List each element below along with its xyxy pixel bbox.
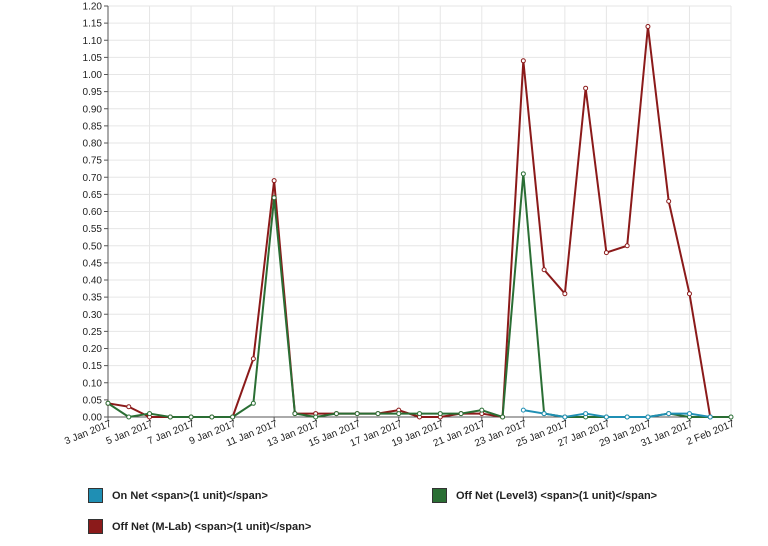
data-point-off-net-level3[interactable] — [126, 414, 132, 420]
y-tick-label: 1.15 — [83, 19, 103, 30]
data-point-on-net[interactable] — [666, 411, 672, 417]
data-point-off-net-mlab[interactable] — [520, 58, 526, 64]
y-tick-label: 1.10 — [83, 36, 103, 47]
data-point-off-net-level3[interactable] — [147, 411, 153, 417]
y-tick-label: 0.45 — [83, 258, 103, 269]
y-tick-label: 0.50 — [83, 241, 103, 252]
legend-item-off-net-level3[interactable]: Off Net (Level3) <span>(1 unit)</span> — [432, 488, 657, 503]
data-point-on-net[interactable] — [541, 411, 547, 417]
y-tick-label: 0.55 — [83, 224, 103, 235]
data-point-off-net-mlab[interactable] — [603, 250, 609, 256]
data-point-on-net[interactable] — [583, 411, 589, 417]
y-tick-label: 0.95 — [83, 87, 103, 98]
y-tick-label: 0.05 — [83, 395, 103, 406]
series-line-off-net-mlab — [107, 25, 712, 418]
data-point-on-net[interactable] — [645, 414, 651, 420]
data-point-off-net-level3[interactable] — [271, 195, 277, 201]
data-point-off-net-level3[interactable] — [354, 411, 360, 417]
y-tick-label: 1.05 — [83, 53, 103, 64]
data-point-off-net-level3[interactable] — [520, 171, 526, 177]
data-point-off-net-level3[interactable] — [375, 411, 381, 417]
data-point-off-net-level3[interactable] — [105, 400, 111, 406]
data-point-on-net[interactable] — [624, 414, 630, 420]
data-point-on-net[interactable] — [707, 414, 713, 420]
data-point-off-net-level3[interactable] — [250, 400, 256, 406]
data-point-off-net-mlab[interactable] — [250, 356, 256, 362]
data-point-on-net[interactable] — [520, 407, 526, 413]
y-tick-label: 0.25 — [83, 327, 103, 338]
data-point-off-net-level3[interactable] — [417, 411, 422, 417]
y-tick-label: 0.90 — [83, 104, 103, 115]
legend-swatch-on-net — [88, 488, 103, 503]
data-point-off-net-level3[interactable] — [458, 411, 464, 417]
data-point-off-net-level3[interactable] — [209, 414, 215, 420]
data-point-off-net-mlab[interactable] — [686, 291, 692, 297]
data-point-off-net-level3[interactable] — [333, 411, 339, 417]
data-point-off-net-mlab[interactable] — [271, 178, 277, 184]
legend-item-on-net[interactable]: On Net <span>(1 unit)</span> — [88, 488, 268, 503]
data-point-off-net-level3[interactable] — [167, 414, 173, 420]
data-point-off-net-mlab[interactable] — [624, 243, 630, 249]
y-tick-label: 0.10 — [83, 378, 103, 389]
series-line-on-net — [523, 409, 711, 418]
y-tick-label: 0.15 — [83, 361, 103, 372]
y-tick-label: 0.35 — [83, 293, 103, 304]
legend-label-off-net-mlab: Off Net (M-Lab) <span>(1 unit)</span> — [112, 520, 312, 533]
data-point-on-net[interactable] — [603, 414, 609, 420]
data-point-off-net-level3[interactable] — [292, 411, 298, 417]
legend-swatch-off-net-mlab — [88, 519, 103, 534]
y-tick-label: 0.30 — [83, 310, 103, 321]
legend-label-on-net: On Net <span>(1 unit)</span> — [112, 489, 268, 502]
data-point-off-net-level3[interactable] — [313, 414, 319, 420]
data-point-on-net[interactable] — [562, 414, 568, 420]
data-point-off-net-level3[interactable] — [188, 414, 194, 420]
y-tick-label: 0.60 — [83, 207, 103, 218]
line-chart: 0.00 0.05 0.10 0.15 0.20 0.25 0.30 0.35 0.40 0.45… — [63, 2, 737, 450]
data-point-off-net-mlab[interactable] — [666, 198, 672, 204]
data-point-off-net-level3[interactable] — [396, 411, 402, 417]
y-tick-label: 0.70 — [83, 173, 103, 184]
series-points — [105, 24, 734, 420]
series-line-off-net-level3 — [107, 172, 731, 418]
y-tick-label: 1.00 — [83, 70, 103, 81]
data-point-off-net-level3[interactable] — [479, 407, 485, 413]
legend-item-off-net-mlab[interactable]: Off Net (M-Lab) <span>(1 unit)</span> — [88, 519, 311, 534]
grid — [107, 5, 732, 418]
data-point-off-net-level3[interactable] — [437, 411, 443, 417]
data-point-off-net-mlab[interactable] — [562, 291, 568, 297]
y-tick-label: 0.20 — [83, 344, 103, 355]
y-axis-ticks: 0.00 0.05 0.10 0.15 0.20 0.25 0.30 0.35 0.40 0.45… — [83, 2, 108, 424]
legend-label-off-net-level3: Off Net (Level3) <span>(1 unit)</span> — [456, 489, 658, 502]
y-tick-label: 0.75 — [83, 156, 103, 167]
y-tick-label: 0.00 — [83, 413, 103, 424]
data-point-off-net-level3[interactable] — [230, 414, 236, 420]
y-tick-label: 0.65 — [83, 190, 103, 201]
y-tick-label: 0.40 — [83, 276, 103, 287]
y-tick-label: 0.85 — [83, 121, 103, 132]
data-point-off-net-level3[interactable] — [500, 414, 506, 420]
y-tick-label: 0.80 — [83, 139, 103, 150]
data-point-on-net[interactable] — [686, 411, 692, 417]
data-point-off-net-level3[interactable] — [728, 414, 734, 420]
x-tick-label: 2 Feb 2017 — [685, 418, 736, 447]
y-tick-label: 1.20 — [83, 2, 103, 13]
data-point-off-net-mlab[interactable] — [583, 85, 589, 91]
data-point-off-net-mlab[interactable] — [541, 267, 547, 273]
legend-swatch-off-net-level3 — [432, 488, 447, 503]
data-point-off-net-mlab[interactable] — [126, 404, 132, 410]
series-lines — [107, 25, 731, 418]
data-point-off-net-mlab[interactable] — [645, 24, 651, 30]
